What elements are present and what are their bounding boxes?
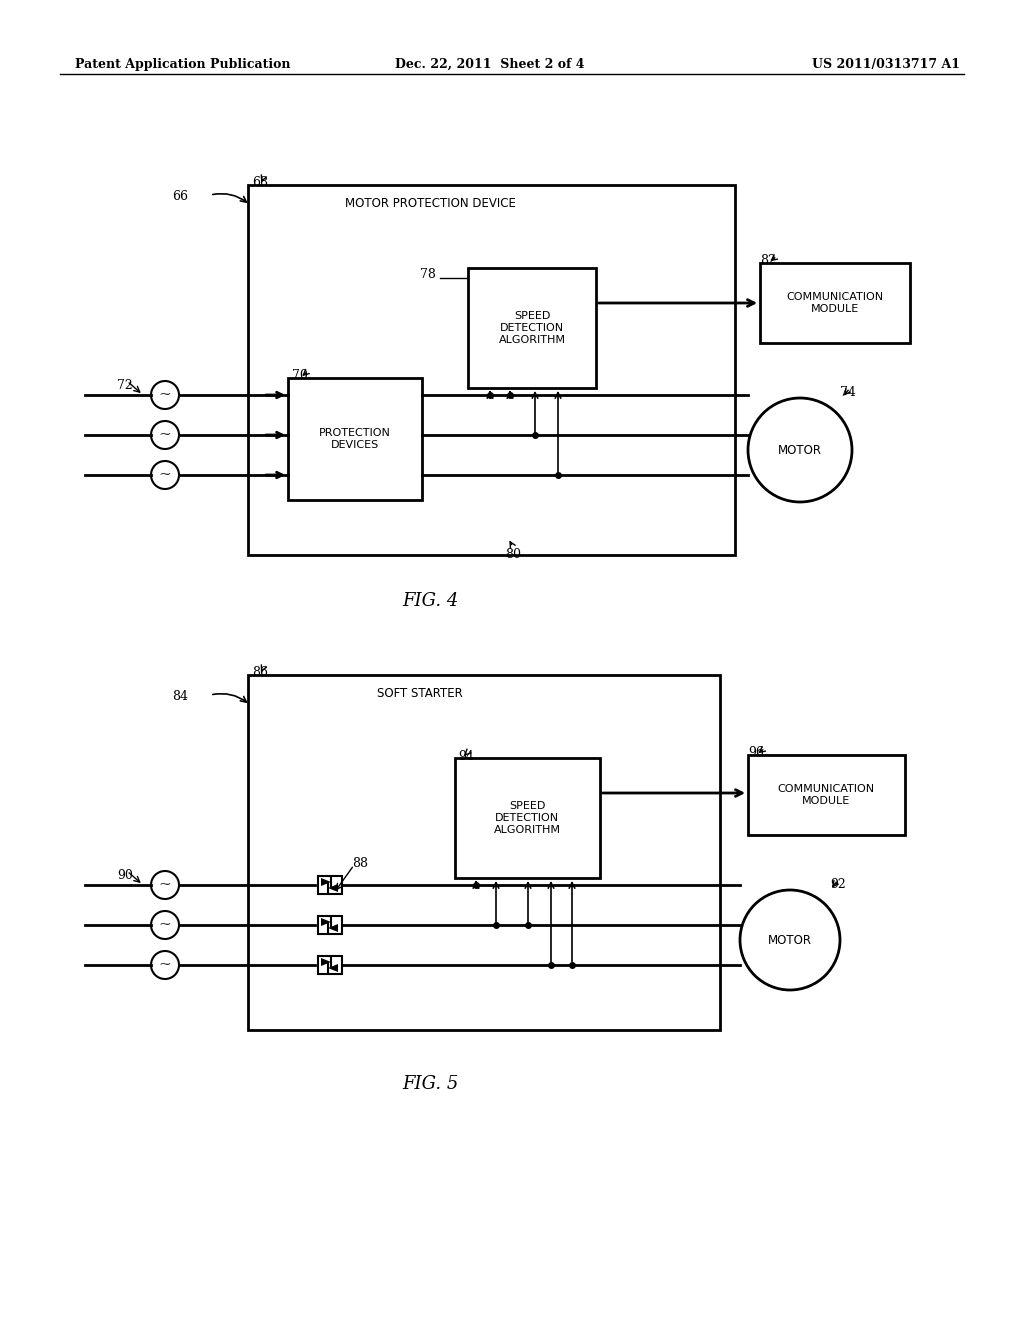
Text: 80: 80 xyxy=(505,548,521,561)
Text: 92: 92 xyxy=(830,878,846,891)
Text: MOTOR PROTECTION DEVICE: MOTOR PROTECTION DEVICE xyxy=(344,197,515,210)
Bar xyxy=(318,956,342,974)
Text: 74: 74 xyxy=(840,385,856,399)
Bar xyxy=(760,263,910,343)
Text: COMMUNICATION
MODULE: COMMUNICATION MODULE xyxy=(777,784,874,805)
Text: ~: ~ xyxy=(159,878,171,892)
Bar xyxy=(318,876,342,894)
Text: ~: ~ xyxy=(159,388,171,403)
Text: 78: 78 xyxy=(420,268,436,281)
Text: PROTECTION
DEVICES: PROTECTION DEVICES xyxy=(319,428,391,450)
Text: 90: 90 xyxy=(117,869,133,882)
Text: 88: 88 xyxy=(352,857,368,870)
Text: SOFT STARTER: SOFT STARTER xyxy=(377,686,463,700)
Text: MOTOR: MOTOR xyxy=(768,933,812,946)
Text: 68: 68 xyxy=(252,176,268,189)
Bar xyxy=(455,758,600,878)
Text: COMMUNICATION
MODULE: COMMUNICATION MODULE xyxy=(786,292,884,314)
Bar xyxy=(468,268,596,388)
Text: 96: 96 xyxy=(748,746,764,759)
Polygon shape xyxy=(321,958,331,966)
Text: 94: 94 xyxy=(458,750,474,763)
Text: 70: 70 xyxy=(292,370,308,381)
Text: FIG. 5: FIG. 5 xyxy=(401,1074,458,1093)
Text: SPEED
DETECTION
ALGORITHM: SPEED DETECTION ALGORITHM xyxy=(499,312,565,345)
Bar xyxy=(248,675,720,1030)
Text: ~: ~ xyxy=(159,428,171,442)
Text: ~: ~ xyxy=(159,958,171,972)
Text: 72: 72 xyxy=(117,379,133,392)
Bar xyxy=(748,755,905,836)
Text: 86: 86 xyxy=(252,667,268,678)
Bar xyxy=(318,916,342,935)
Text: 82: 82 xyxy=(760,253,776,267)
Text: FIG. 4: FIG. 4 xyxy=(401,591,458,610)
Text: ~: ~ xyxy=(159,917,171,932)
Text: US 2011/0313717 A1: US 2011/0313717 A1 xyxy=(812,58,961,71)
Text: Dec. 22, 2011  Sheet 2 of 4: Dec. 22, 2011 Sheet 2 of 4 xyxy=(395,58,585,71)
Text: MOTOR: MOTOR xyxy=(778,444,822,457)
Bar xyxy=(288,378,422,500)
Polygon shape xyxy=(328,964,338,972)
Polygon shape xyxy=(321,917,331,927)
Polygon shape xyxy=(328,924,338,932)
Bar xyxy=(248,185,735,554)
Text: 84: 84 xyxy=(172,690,188,704)
Polygon shape xyxy=(321,878,331,886)
Text: ~: ~ xyxy=(159,469,171,482)
Polygon shape xyxy=(328,884,338,892)
Text: SPEED
DETECTION
ALGORITHM: SPEED DETECTION ALGORITHM xyxy=(494,801,560,834)
Text: Patent Application Publication: Patent Application Publication xyxy=(75,58,291,71)
Text: 66: 66 xyxy=(172,190,188,203)
